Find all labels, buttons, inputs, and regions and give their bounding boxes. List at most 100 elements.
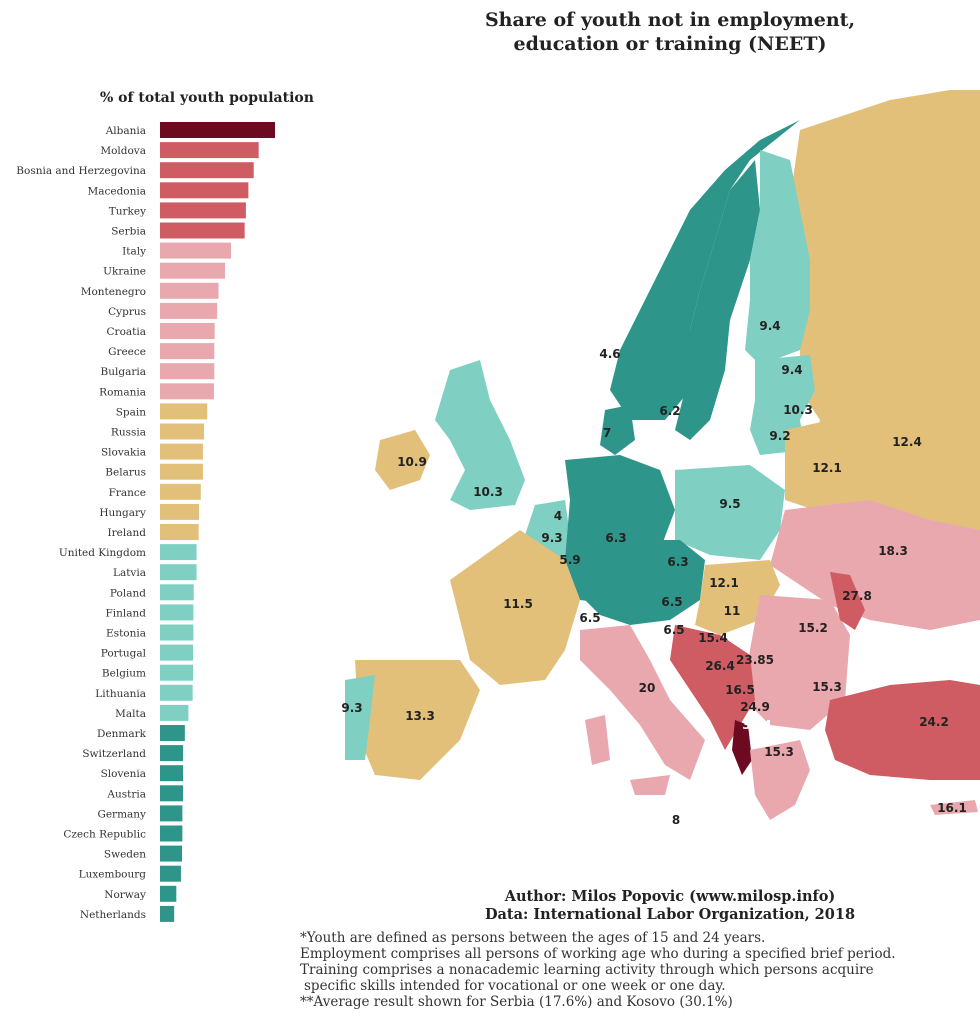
- region-portugal: [345, 675, 375, 760]
- footnotes: *Youth are defined as persons between th…: [300, 930, 970, 1010]
- map-label-portugal: 9.3: [341, 701, 362, 715]
- footnote-line: *Youth are defined as persons between th…: [300, 930, 766, 946]
- bar: [160, 423, 205, 440]
- map-label-bulgaria: 15.3: [812, 680, 842, 694]
- bar: [160, 704, 189, 721]
- map-labels: 4.6 6.2 9.4 9.4 10.3 9.2 7 10.9 10.3 4 9…: [341, 319, 966, 827]
- map-label-latvia: 10.3: [783, 403, 813, 417]
- region-denmark: [600, 405, 635, 455]
- bar-label: Austria: [106, 788, 146, 800]
- map-label-ireland: 10.9: [397, 455, 427, 469]
- bar: [160, 564, 197, 581]
- map-label-slovenia: 6.5: [663, 623, 684, 637]
- chart-title: Share of youth not in employment, educat…: [430, 8, 910, 56]
- map-label-moldova: 27.8: [842, 589, 872, 603]
- region-finland: [745, 150, 810, 365]
- map-label-spain: 13.3: [405, 709, 435, 723]
- map-label-bosnia: 26.4: [705, 659, 735, 673]
- map-label-greece: 15.3: [764, 745, 794, 759]
- bar: [160, 162, 254, 179]
- map-label-belgium: 9.3: [541, 531, 562, 545]
- bar-label: United Kingdom: [59, 547, 146, 559]
- bar-label: Romania: [99, 386, 146, 398]
- map-label-uk: 10.3: [473, 485, 503, 499]
- chart-title-line-2: education or training (NEET): [513, 33, 827, 55]
- map-label-austria: 6.5: [661, 595, 682, 609]
- map-label-germany: 6.3: [605, 531, 626, 545]
- bar: [160, 765, 184, 782]
- bar: [160, 463, 203, 480]
- bar: [160, 302, 218, 319]
- bar: [160, 584, 194, 601]
- bar-label: Russia: [111, 427, 146, 439]
- bar-label: Netherlands: [80, 909, 146, 921]
- bar: [160, 323, 215, 339]
- map-label-norway: 4.6: [599, 347, 620, 361]
- bar: [160, 865, 181, 882]
- region-france: [450, 530, 580, 685]
- map-label-czech: 6.3: [667, 555, 688, 569]
- bar-label: Lithuania: [95, 688, 146, 700]
- bar: [160, 182, 249, 199]
- map-label-hungary: 11: [724, 604, 741, 618]
- bar: [160, 544, 197, 561]
- map-label-montenegro: 16.5: [725, 683, 755, 697]
- region-belarus: [785, 420, 870, 515]
- bar: [160, 885, 177, 902]
- region-albania: [732, 720, 752, 775]
- footnote-line: Employment comprises all persons of work…: [300, 946, 896, 962]
- map-label-estonia: 9.4: [781, 363, 802, 377]
- bar-label: Hungary: [99, 507, 146, 519]
- region-turkey: [825, 680, 980, 780]
- map-label-switzerland: 6.5: [579, 611, 600, 625]
- bar: [160, 403, 208, 420]
- bar: [160, 524, 199, 540]
- bar-chart-title: % of total youth population: [100, 90, 314, 106]
- bar-label: Macedonia: [87, 185, 146, 197]
- bar: [160, 122, 275, 138]
- footnote-line: specific skills intended for vocational …: [304, 978, 726, 994]
- map-label-croatia: 15.4: [698, 631, 728, 645]
- region-balkans: [670, 625, 755, 750]
- bar-label: Finland: [105, 607, 146, 619]
- bar: [160, 503, 200, 520]
- data-source: Data: International Labor Organization, …: [484, 906, 856, 923]
- bar-label: Cyprus: [108, 306, 146, 318]
- bar-label: Portugal: [101, 648, 147, 660]
- map-label-poland: 9.5: [719, 497, 740, 511]
- map-label-albania: 32.4: [742, 718, 772, 732]
- map-label-malta: 8: [672, 813, 680, 827]
- bar: [160, 725, 185, 741]
- bar-label: France: [109, 487, 146, 499]
- footnote-line: Training comprises a nonacademic learnin…: [300, 962, 874, 978]
- map-label-romania: 15.2: [798, 621, 828, 635]
- bar-label: Luxembourg: [79, 869, 147, 881]
- region-ireland: [375, 430, 430, 490]
- bar-label: Moldova: [100, 145, 146, 157]
- map-label-slovakia: 12.1: [709, 576, 739, 590]
- map-label-sweden: 6.2: [659, 404, 680, 418]
- bar: [160, 222, 245, 239]
- bar-label: Serbia: [111, 226, 146, 238]
- bar-label: Ukraine: [103, 266, 146, 278]
- bar-label: Turkey: [109, 205, 146, 217]
- map-label-netherlands: 4: [554, 509, 562, 523]
- region-ukraine: [770, 500, 980, 630]
- bar: [160, 242, 231, 259]
- bar-label: Croatia: [107, 326, 146, 338]
- bar-label: Slovakia: [101, 447, 146, 459]
- bar-label: Ireland: [108, 527, 147, 539]
- map-label-ukraine: 18.3: [878, 544, 908, 558]
- map-land: [345, 90, 980, 820]
- bar-label: Sweden: [104, 849, 146, 861]
- bar-label: Montenegro: [81, 286, 146, 298]
- bar-label: Germany: [97, 808, 146, 820]
- region-central: [585, 540, 705, 625]
- map-label-russia: 12.4: [892, 435, 922, 449]
- region-italy: [580, 625, 705, 780]
- region-spain: [355, 660, 480, 780]
- bar: [160, 343, 215, 360]
- bar: [160, 905, 175, 922]
- map-label-lithuania: 9.2: [769, 429, 790, 443]
- bar-label: Greece: [108, 346, 146, 358]
